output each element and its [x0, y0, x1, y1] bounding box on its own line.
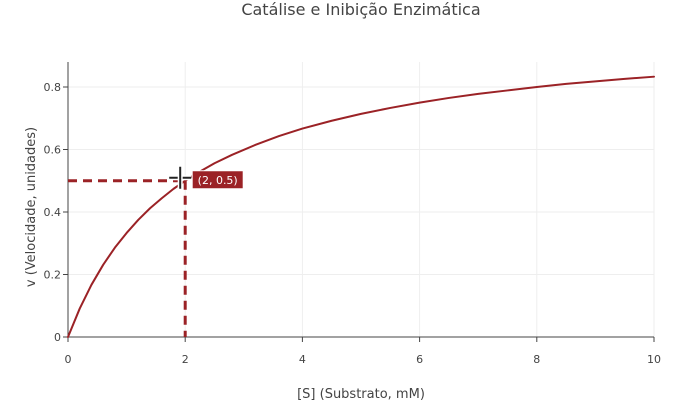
x-tick-label: 2 [182, 353, 189, 366]
label-layer: Catálise e Inibição Enzimática [S] (Subs… [24, 0, 481, 402]
y-axis-title: v (Velocidade, unidades) [24, 127, 39, 287]
x-tick-label: 6 [416, 353, 423, 366]
grid-layer [68, 62, 655, 337]
y-tick-label: 0 [54, 331, 61, 344]
annotation-label: (2, 0.5) [198, 174, 238, 187]
axis-layer: 0 2 4 6 8 10 0 0.2 0.4 0.6 0.8 [44, 62, 661, 366]
series-layer [67, 75, 655, 338]
y-tick-label: 0.4 [44, 206, 62, 219]
annotation-layer: (2, 0.5) [68, 166, 244, 337]
series-line [67, 75, 655, 338]
x-axis-title: [S] (Substrato, mM) [297, 387, 425, 402]
y-tick-label: 0.8 [44, 81, 62, 94]
x-tick-label: 0 [65, 353, 72, 366]
x-tick-label: 10 [647, 353, 661, 366]
x-tick-label: 4 [299, 353, 306, 366]
y-tick-label: 0.2 [44, 269, 62, 282]
annotation-label-box [191, 170, 244, 190]
x-tick-label: 8 [533, 353, 540, 366]
y-tick-label: 0.6 [44, 144, 62, 157]
chart-title: Catálise e Inibição Enzimática [241, 0, 480, 19]
